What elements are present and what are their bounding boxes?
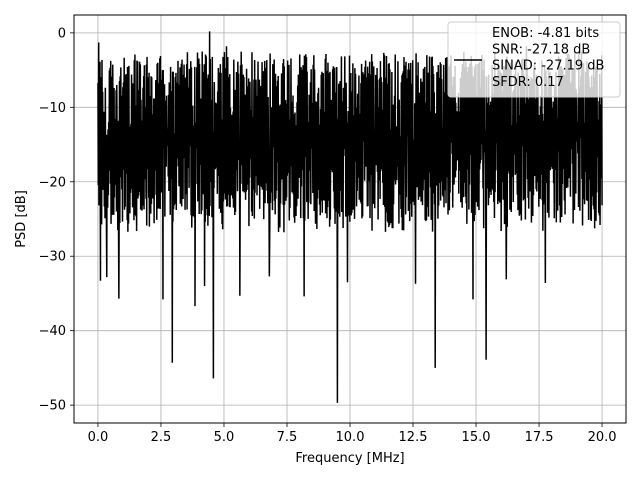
y-tick-label: −20	[39, 175, 66, 190]
y-tick-label: −30	[39, 250, 66, 265]
y-tick-label: 0	[58, 26, 66, 41]
legend-box	[447, 21, 621, 98]
x-tick-label: 7.5	[277, 430, 298, 445]
axis-ticks: 0.0 2.5 5.0 7.5 10.0 12.5 15.0 17.5 20.0 0 −10 −20 −…	[39, 26, 617, 445]
x-tick-label: 5.0	[214, 430, 235, 445]
legend-entry-line: SINAD: -27.19 dB	[492, 59, 604, 74]
x-tick-label: 0.0	[88, 430, 109, 445]
y-tick-label: −10	[39, 101, 66, 116]
x-tick-label: 12.5	[399, 430, 428, 445]
x-axis-label: Frequency [MHz]	[295, 451, 404, 466]
x-tick-label: 10.0	[336, 430, 365, 445]
y-tick-label: −40	[39, 324, 66, 339]
legend-entry-line: ENOB: -4.81 bits	[492, 26, 599, 41]
plot-area	[97, 31, 603, 403]
psd-series-line	[97, 31, 603, 403]
x-tick-label: 20.0	[588, 430, 617, 445]
y-axis-label: PSD [dB]	[14, 190, 29, 248]
y-tick-label: −50	[39, 399, 66, 414]
legend-entry-line: SFDR: 0.17	[492, 75, 564, 90]
x-tick-label: 17.5	[525, 430, 554, 445]
x-tick-label: 2.5	[151, 430, 172, 445]
x-tick-label: 15.0	[462, 430, 491, 445]
axes-frame	[73, 14, 627, 424]
legend-entry-line: SNR: -27.18 dB	[492, 42, 590, 57]
